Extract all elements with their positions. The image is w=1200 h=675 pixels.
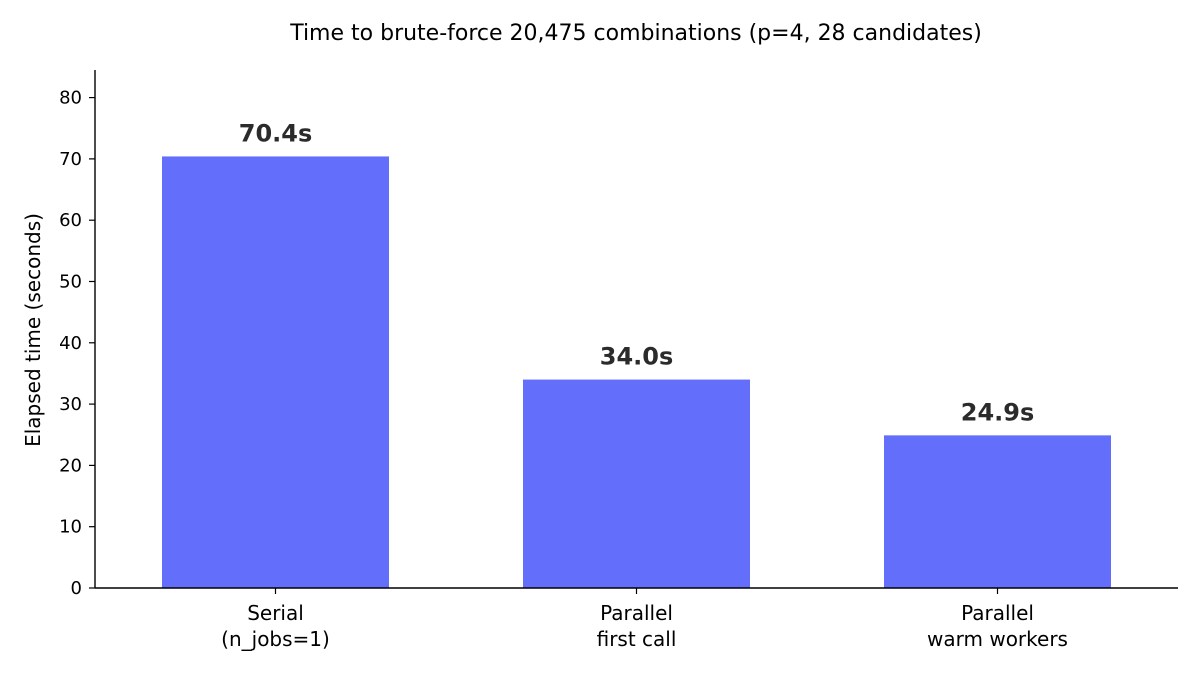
y-tick-label-2: 20 xyxy=(59,455,82,476)
plot-area: 70.4sSerial(n_jobs=1)34.0sParallelfirst … xyxy=(59,70,1178,651)
x-tick-label-1-0: Parallel xyxy=(600,601,673,625)
data-label-1: 34.0s xyxy=(600,343,674,371)
data-label-2: 24.9s xyxy=(961,398,1035,426)
y-tick-label-7: 70 xyxy=(59,149,82,170)
x-tick-label-0-1: (n_jobs=1) xyxy=(221,627,330,651)
y-tick-label-0: 0 xyxy=(71,578,82,599)
bar-2 xyxy=(884,435,1111,588)
bar-0 xyxy=(162,156,389,589)
y-axis-label: Elapsed time (seconds) xyxy=(21,213,45,447)
x-tick-label-1-1: first call xyxy=(597,627,677,651)
y-tick-label-3: 30 xyxy=(59,394,82,415)
data-label-0: 70.4s xyxy=(239,119,313,147)
y-tick-label-6: 60 xyxy=(59,210,82,231)
y-tick-label-4: 40 xyxy=(59,333,82,354)
y-tick-label-1: 10 xyxy=(59,517,82,538)
bar-1 xyxy=(523,379,750,588)
y-tick-label-5: 50 xyxy=(59,271,82,292)
x-tick-label-0-0: Serial xyxy=(247,601,304,625)
x-tick-label-2-0: Parallel xyxy=(961,601,1034,625)
chart-title: Time to brute-force 20,475 combinations … xyxy=(289,21,982,46)
y-tick-label-8: 80 xyxy=(59,88,82,109)
x-tick-label-2-1: warm workers xyxy=(927,627,1068,651)
